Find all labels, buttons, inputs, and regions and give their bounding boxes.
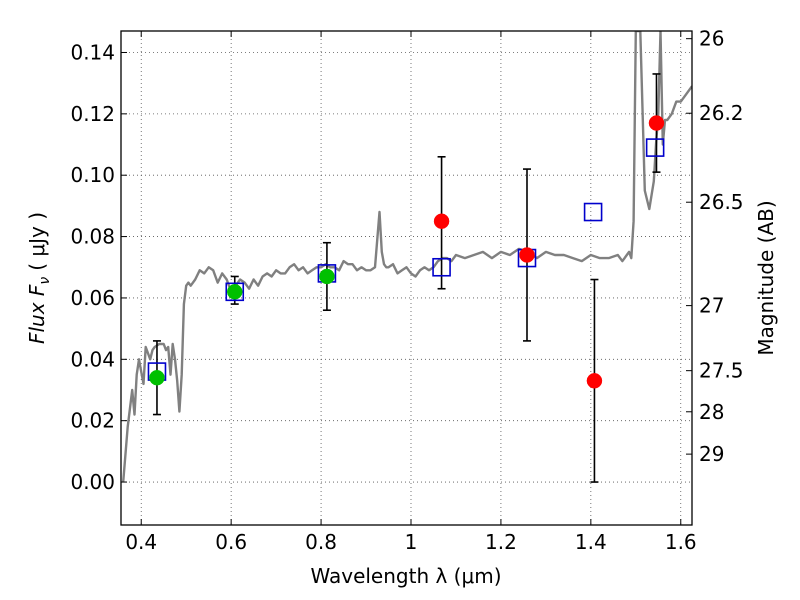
x-tick-label: 1.4 [575, 530, 607, 554]
y2-tick-label: 26 [699, 27, 724, 51]
y2-tick-label: 26.2 [699, 101, 744, 125]
y-tick-label: 0.00 [70, 470, 115, 494]
data-layer [122, 31, 692, 483]
y-tick-label: 0.04 [70, 347, 115, 371]
x-tick-label: 0.6 [215, 530, 247, 554]
y2-tick-label: 29 [699, 442, 724, 466]
model-square-marker [583, 202, 603, 222]
y-tick-label: 0.14 [70, 40, 115, 64]
x-tick-label: 0.4 [125, 530, 157, 554]
observed-circle-marker [519, 247, 535, 263]
y2-tick-label: 26.5 [699, 190, 744, 214]
spectrum-line [122, 31, 692, 483]
y-tick-label: 0.02 [70, 409, 115, 433]
observed-circle-marker [648, 115, 665, 131]
y-tick-label: 0.10 [70, 163, 115, 187]
x-tick-label: 1.6 [665, 530, 697, 554]
observed-circle-marker [433, 213, 450, 229]
observed-circle-marker [319, 268, 335, 285]
y-tick-label: 0.12 [70, 102, 115, 126]
observed-circle-marker [586, 373, 603, 389]
y-axis-label-unit: ( μJy ) [25, 212, 49, 271]
plot-frame [120, 30, 693, 526]
y2-tick-label: 27.5 [699, 359, 744, 383]
y-axis-label: Flux Fν ( μJy ) [25, 212, 53, 344]
model-square-marker [645, 138, 665, 157]
x-tick-label: 1.2 [485, 530, 517, 554]
y-tick-label: 0.06 [70, 286, 115, 310]
y-axis-label-main: Flux F [25, 284, 49, 344]
y2-tick-label: 28 [699, 400, 724, 424]
observed-circle-marker [149, 369, 165, 386]
model-square-marker [432, 257, 451, 277]
model-square-marker [225, 282, 245, 302]
y-axis-label-group: Flux Fν ( μJy ) [25, 212, 53, 344]
x-tick-label: 1 [405, 530, 418, 554]
y-tick-label: 0.08 [70, 225, 115, 249]
y2-axis-label: Magnitude (AB) [754, 200, 778, 355]
observed-circle-marker [227, 284, 243, 300]
y-axis-label-sub: ν [37, 277, 53, 285]
x-tick-label: 0.8 [305, 530, 337, 554]
x-axis-label: Wavelength λ (μm) [310, 564, 501, 588]
tick-labels: 0.4 0.6 0.8 1 1.2 1.4 1.6 0.00 0.02 0.04 0.06 0.08 0… [70, 27, 743, 554]
grid-lines [121, 31, 692, 525]
tick-marks [121, 31, 692, 525]
y2-tick-label: 27 [699, 294, 724, 318]
